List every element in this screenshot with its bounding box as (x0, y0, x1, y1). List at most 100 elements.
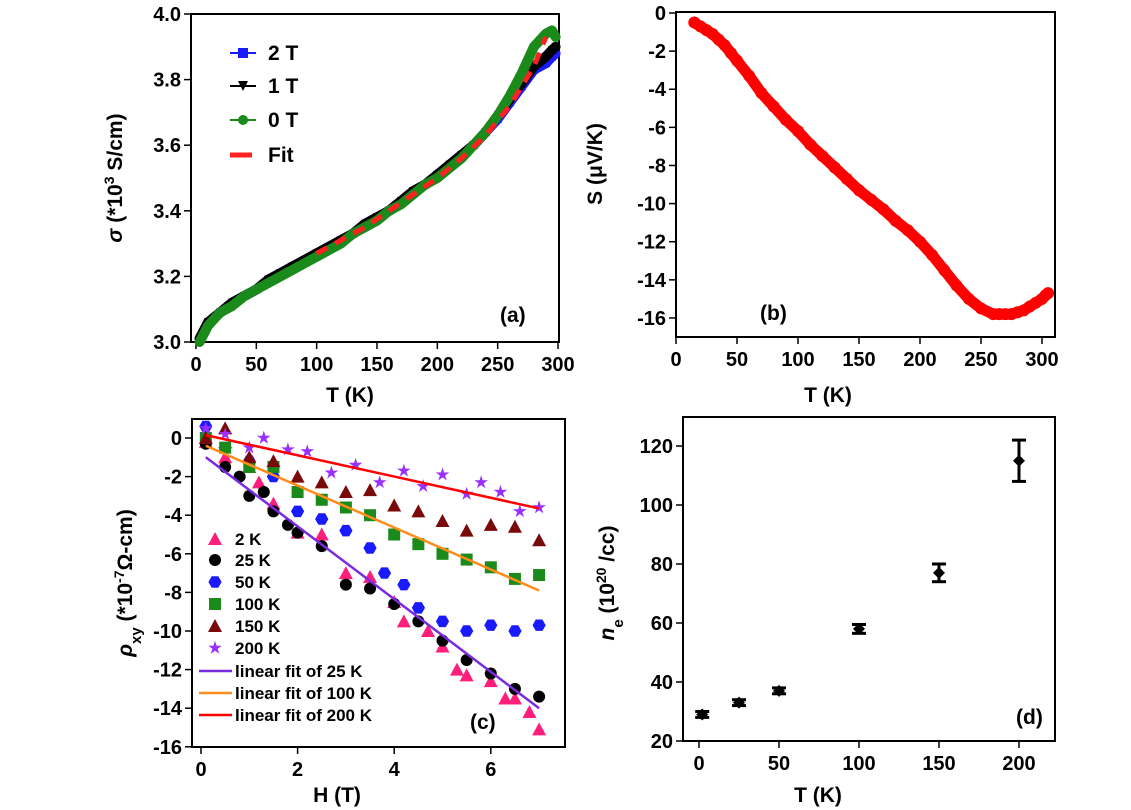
panel-tag: (b) (760, 302, 787, 325)
plot-frame (191, 418, 566, 748)
data-point (435, 513, 450, 527)
data-point-group (852, 622, 866, 635)
x-tick-label: 100 (300, 354, 333, 376)
y-tick-label: -2 (164, 467, 182, 489)
data-point (433, 174, 442, 182)
data-point (541, 59, 550, 68)
y-tick-label: -16 (637, 308, 666, 330)
legend-item: 150 K (208, 617, 281, 636)
panel-tag: (c) (470, 711, 496, 734)
y-axis-label: ρxy (*10-7Ω-cm) (111, 509, 145, 657)
data-point (547, 46, 556, 55)
y-axis-symbol: S (584, 191, 607, 205)
data-point (529, 62, 538, 71)
y-tick-label: -8 (648, 155, 666, 177)
y-tick-label: 40 (651, 672, 673, 694)
x-tick-label: 0 (195, 759, 206, 781)
data-point-group (932, 562, 946, 584)
x-tick-label: 300 (1025, 349, 1058, 371)
x-tick-label: 250 (964, 349, 997, 371)
data-point (828, 161, 841, 174)
data-point (532, 722, 547, 736)
data-point (743, 69, 756, 82)
data-point (372, 475, 387, 489)
data-point (498, 691, 513, 705)
data-point (218, 426, 232, 440)
data-point (338, 566, 353, 580)
panel-b: 0 50 100 150 200 250 300 0 -2 -4 -6 -8 -10 -12 -14 -16 T… (584, 3, 1059, 407)
data-point (242, 440, 257, 454)
legend-label: linear fit of 25 K (235, 662, 363, 681)
y-tick-label: 4.0 (153, 4, 181, 26)
x-tick-label: 300 (541, 354, 574, 376)
panel-d: 0 50 100 150 200 20 40 60 80 100 120 T (K) ne (1020 … (593, 416, 1056, 807)
y-axis-superscript: 3 (101, 176, 117, 184)
y-tick-label: -2 (648, 41, 666, 63)
x-tick-label: 50 (245, 354, 267, 376)
legend-item: 25 K (209, 551, 272, 570)
legend-label: 150 K (235, 617, 281, 636)
data-point (1013, 454, 1025, 467)
data-point (421, 624, 436, 637)
data-point (377, 567, 392, 579)
data-point (338, 485, 353, 499)
data-point (547, 26, 556, 35)
data-point (962, 292, 975, 305)
y-axis-label: σ (*103 S/cm) (101, 113, 127, 242)
data-point (541, 29, 550, 38)
data-point-group (772, 684, 786, 697)
x-tick-label: 6 (485, 759, 496, 781)
legend-marker (208, 619, 222, 632)
data-point (300, 259, 309, 268)
legend-item: 2 T (230, 42, 299, 65)
data-point (853, 622, 865, 635)
data-point (290, 469, 305, 483)
data-point (696, 708, 709, 721)
y-tick-label: -14 (153, 698, 183, 720)
data-point (483, 674, 498, 688)
data-point (773, 684, 785, 697)
data-point (324, 465, 339, 479)
seebeck-curve (688, 17, 1054, 320)
plot-frame (675, 11, 1056, 338)
data-point (507, 519, 522, 533)
legend-item: 1 T (230, 75, 299, 98)
data-point (459, 668, 474, 682)
y-tick-label: -8 (164, 582, 182, 604)
data-point (242, 450, 257, 464)
data-point (926, 249, 939, 262)
data-point (281, 442, 295, 456)
data-point (276, 272, 285, 281)
panel-a: 0 50 100 150 200 250 300 3.0 3.2 3.4 3.6 3.8 4.0 T (K… (101, 4, 575, 407)
data-point (792, 125, 804, 138)
data-point (339, 524, 353, 537)
data-point (363, 483, 378, 497)
data-point (435, 467, 450, 481)
legend-marker (208, 532, 222, 545)
legend-marker (209, 598, 221, 610)
y-tick-label: -12 (637, 232, 666, 254)
data-point (933, 566, 945, 579)
plot-frame (682, 416, 1056, 742)
x-tick-label: 150 (360, 354, 393, 376)
data-point (975, 302, 987, 315)
x-tick-label: 200 (421, 354, 454, 376)
y-tick-label: 120 (640, 436, 673, 458)
data-point (493, 484, 508, 498)
y-axis-superscript: 20 (593, 567, 609, 583)
data-point (397, 579, 411, 591)
legend-label: 200 K (235, 639, 281, 658)
data-point (733, 696, 745, 709)
y-axis-label: ne (1020 /cc) (593, 526, 627, 641)
legend-item: 2 K (208, 530, 262, 549)
y-axis-symbol: ρ (114, 644, 137, 658)
y-tick-label: 3.8 (153, 70, 181, 92)
data-point (533, 690, 546, 703)
y-tick-label: -12 (153, 660, 182, 682)
data-point (816, 149, 829, 162)
fit-line (315, 36, 549, 256)
data-point (264, 278, 273, 287)
data-point (755, 87, 768, 100)
data-point (507, 691, 522, 705)
